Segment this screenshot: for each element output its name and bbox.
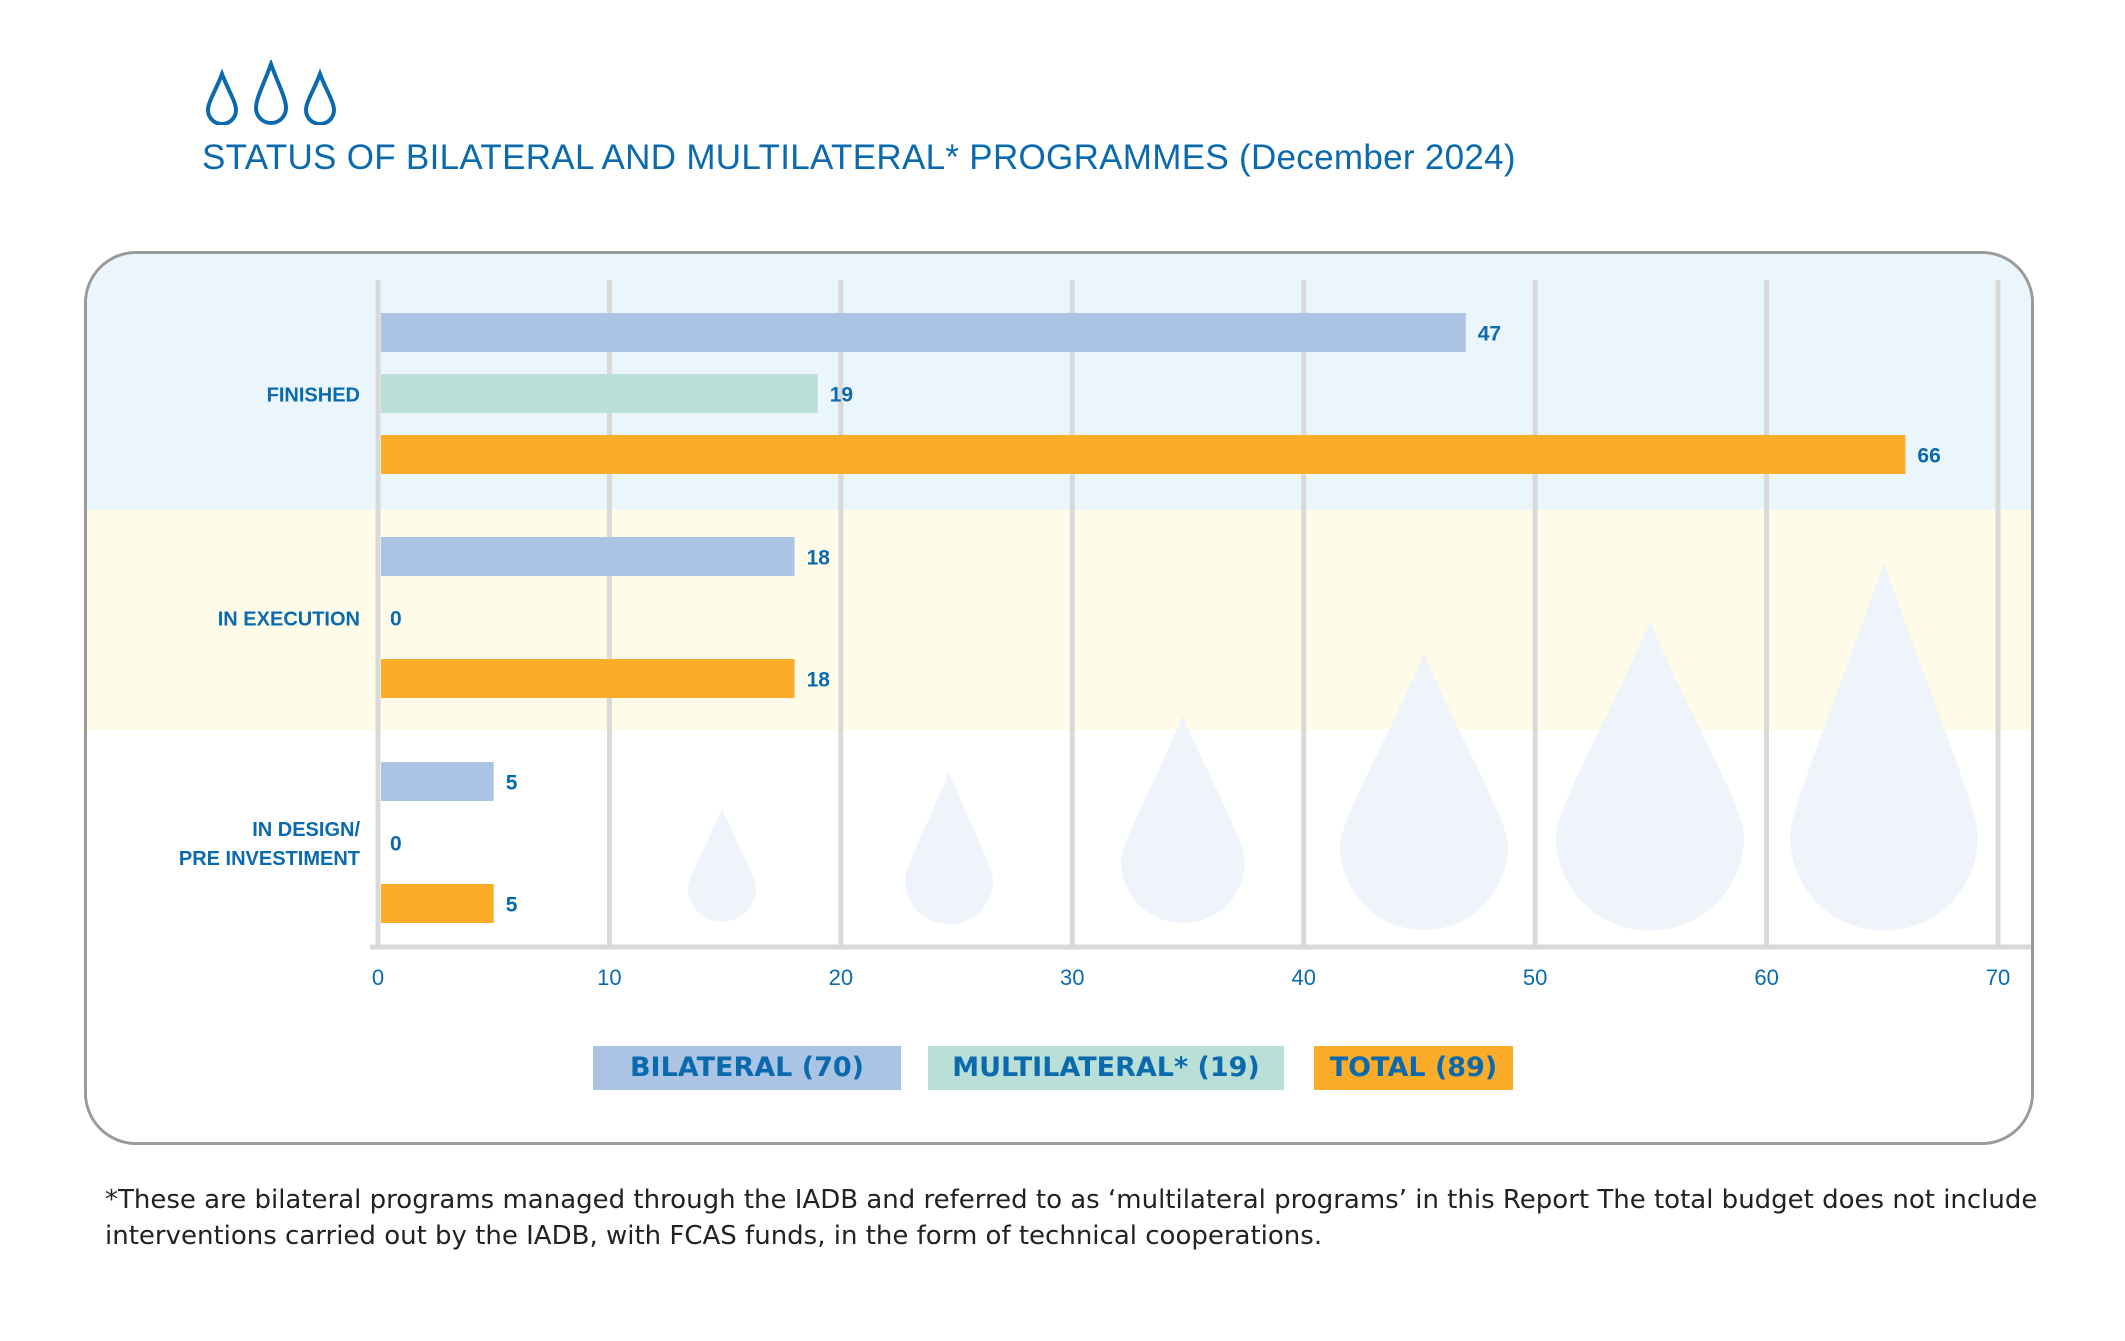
background-drop-icon [905, 772, 993, 925]
category-label: IN DESIGN/ [252, 819, 360, 841]
x-tick-label: 50 [1523, 965, 1547, 990]
data-label: 47 [1478, 323, 1501, 346]
x-tick-label: 40 [1291, 965, 1315, 990]
water-drops-icon [205, 60, 337, 125]
bar [381, 313, 1466, 352]
data-label: 66 [1917, 445, 1940, 468]
x-tick-label: 30 [1060, 965, 1084, 990]
background-drop-icon [1340, 654, 1508, 931]
bar [381, 762, 494, 801]
data-label: 18 [807, 547, 831, 570]
legend-bilateral: BILATERAL (70) [593, 1046, 901, 1090]
chart-title: STATUS OF BILATERAL AND MULTILATERAL* PR… [202, 138, 1516, 177]
x-tick-label: 0 [372, 965, 384, 990]
legend-total: TOTAL (89) [1314, 1046, 1513, 1090]
chart-panel: 0 10 20 30 40 50 60 70 FINISHED 47 19 66 IN EXECUTIO… [84, 251, 2034, 1145]
data-label: 18 [807, 669, 831, 692]
x-tick-label: 70 [1986, 965, 2010, 990]
x-tick-label: 10 [597, 965, 621, 990]
background-drop-icon [688, 808, 756, 922]
data-label: 19 [830, 384, 853, 407]
data-label: 5 [506, 772, 518, 795]
x-tick-label: 60 [1754, 965, 1778, 990]
category-label: FINISHED [267, 385, 360, 407]
category-label: IN EXECUTION [218, 609, 360, 631]
background-drop-icon [1790, 562, 1978, 931]
category-label: PRE INVESTIMENT [179, 848, 360, 870]
bar [381, 884, 494, 923]
data-label: 0 [390, 833, 402, 856]
data-label: 0 [390, 608, 402, 631]
data-label: 5 [506, 894, 518, 917]
bar [381, 537, 795, 576]
legend-multilateral: MULTILATERAL* (19) [928, 1046, 1284, 1090]
background-drop-icon [1556, 622, 1744, 931]
bar [381, 435, 1906, 474]
bar [381, 374, 818, 413]
bar [381, 659, 795, 698]
footnote: *These are bilateral programs managed th… [105, 1185, 2038, 1251]
x-tick-label: 20 [829, 965, 853, 990]
background-drop-icon [1121, 716, 1245, 924]
